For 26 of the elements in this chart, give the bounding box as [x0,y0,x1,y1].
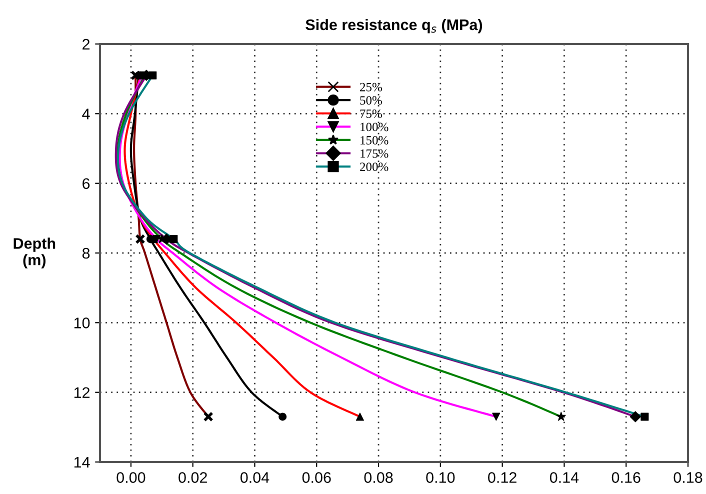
y-axis-title: Depth (m) [14,238,56,268]
x-tick-label: 0.00 [116,472,146,483]
x-tick-label: 0.08 [364,472,393,483]
legend-label: 150% [360,136,388,145]
x-tick-label: 0.06 [302,472,331,483]
x-tick-label: 0.04 [240,472,270,483]
legend-label: 100% [360,122,388,132]
legend-label: 50% [360,96,382,105]
y-tick-label: 2 [82,38,90,50]
y-tick-label: 6 [82,178,90,190]
legend-label: 200% [360,162,388,172]
x-tick-label: 0.10 [426,472,455,483]
legend-label: 75% [360,109,382,118]
x-tick-label: 0.02 [178,472,207,483]
x-tick-label: 0.12 [488,472,516,483]
legend-label: 175% [360,149,388,158]
y-tick-label: 10 [74,318,90,328]
y-tick-label: 4 [82,108,90,120]
legend-label: 25% [360,82,382,92]
y-tick-label: 8 [82,248,90,259]
y-tick-label: 12 [74,387,90,398]
x-tick-label: 0.14 [550,472,579,483]
x-tick-label: 0.16 [612,472,640,483]
x-tick-label: 0.18 [674,472,702,483]
chart-title: Side resistance q$_{s}$ (MPa) [306,18,482,34]
y-tick-label: 14 [74,457,90,468]
